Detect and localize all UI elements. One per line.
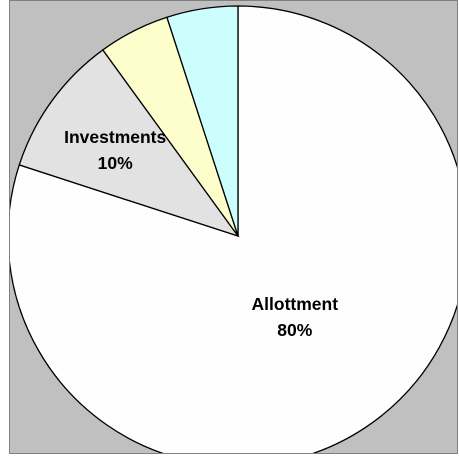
pie-slice-1: [10, 5, 457, 453]
pie-slice-4: [166, 5, 239, 237]
chart-area: Allottment 80% Investments 10%: [9, 0, 458, 454]
slice-label-2: Investments: [64, 127, 166, 147]
pie-chart: Allottment 80% Investments 10%: [10, 5, 457, 453]
pie-slices: [10, 5, 457, 453]
slice-value-label-2: 10%: [98, 153, 133, 173]
pie-labels: Allottment 80% Investments 10%: [64, 127, 338, 340]
slice-value-label-1: 80%: [277, 320, 312, 340]
slice-label-1: Allottment: [252, 294, 339, 314]
pie-slice-2: [18, 49, 240, 238]
